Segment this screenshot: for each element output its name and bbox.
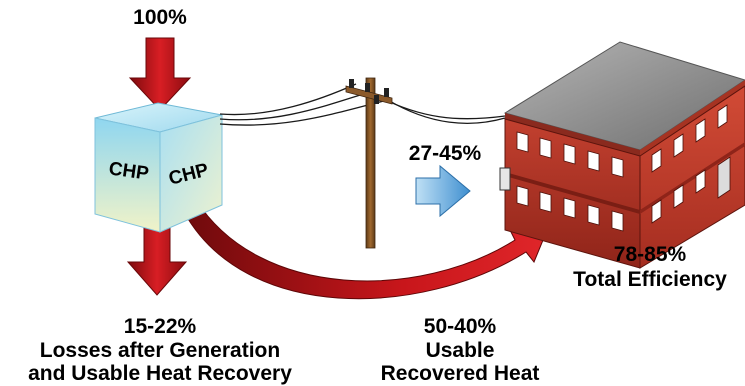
electric-meter-box: [499, 167, 511, 191]
losses-line-1: Losses after Generation: [39, 339, 281, 362]
chp-unit-cube: CHP CHP: [94, 102, 223, 233]
heat-percent-label: 50-40%: [423, 315, 497, 338]
losses-line-2: and Usable Heat Recovery: [28, 362, 292, 385]
electricity-arrow: [415, 164, 471, 218]
recovered-heat-arrow: [183, 199, 549, 300]
total-efficiency-percent: 78-85%: [613, 243, 687, 266]
losses-percent-label: 15-22%: [123, 315, 197, 338]
electricity-percent-label: 27-45%: [408, 142, 482, 165]
building-windows: [516, 104, 728, 232]
losses-arrow: [126, 221, 188, 296]
heat-line-1: Usable: [425, 339, 495, 362]
heat-line-2: Recovered Heat: [380, 362, 540, 385]
total-efficiency-label: Total Efficiency: [573, 268, 727, 291]
building: [499, 41, 745, 269]
utility-pole: [345, 77, 393, 249]
input-percent-label: 100%: [133, 6, 187, 29]
input-energy-arrow: [128, 37, 192, 111]
building-door: [717, 156, 731, 199]
